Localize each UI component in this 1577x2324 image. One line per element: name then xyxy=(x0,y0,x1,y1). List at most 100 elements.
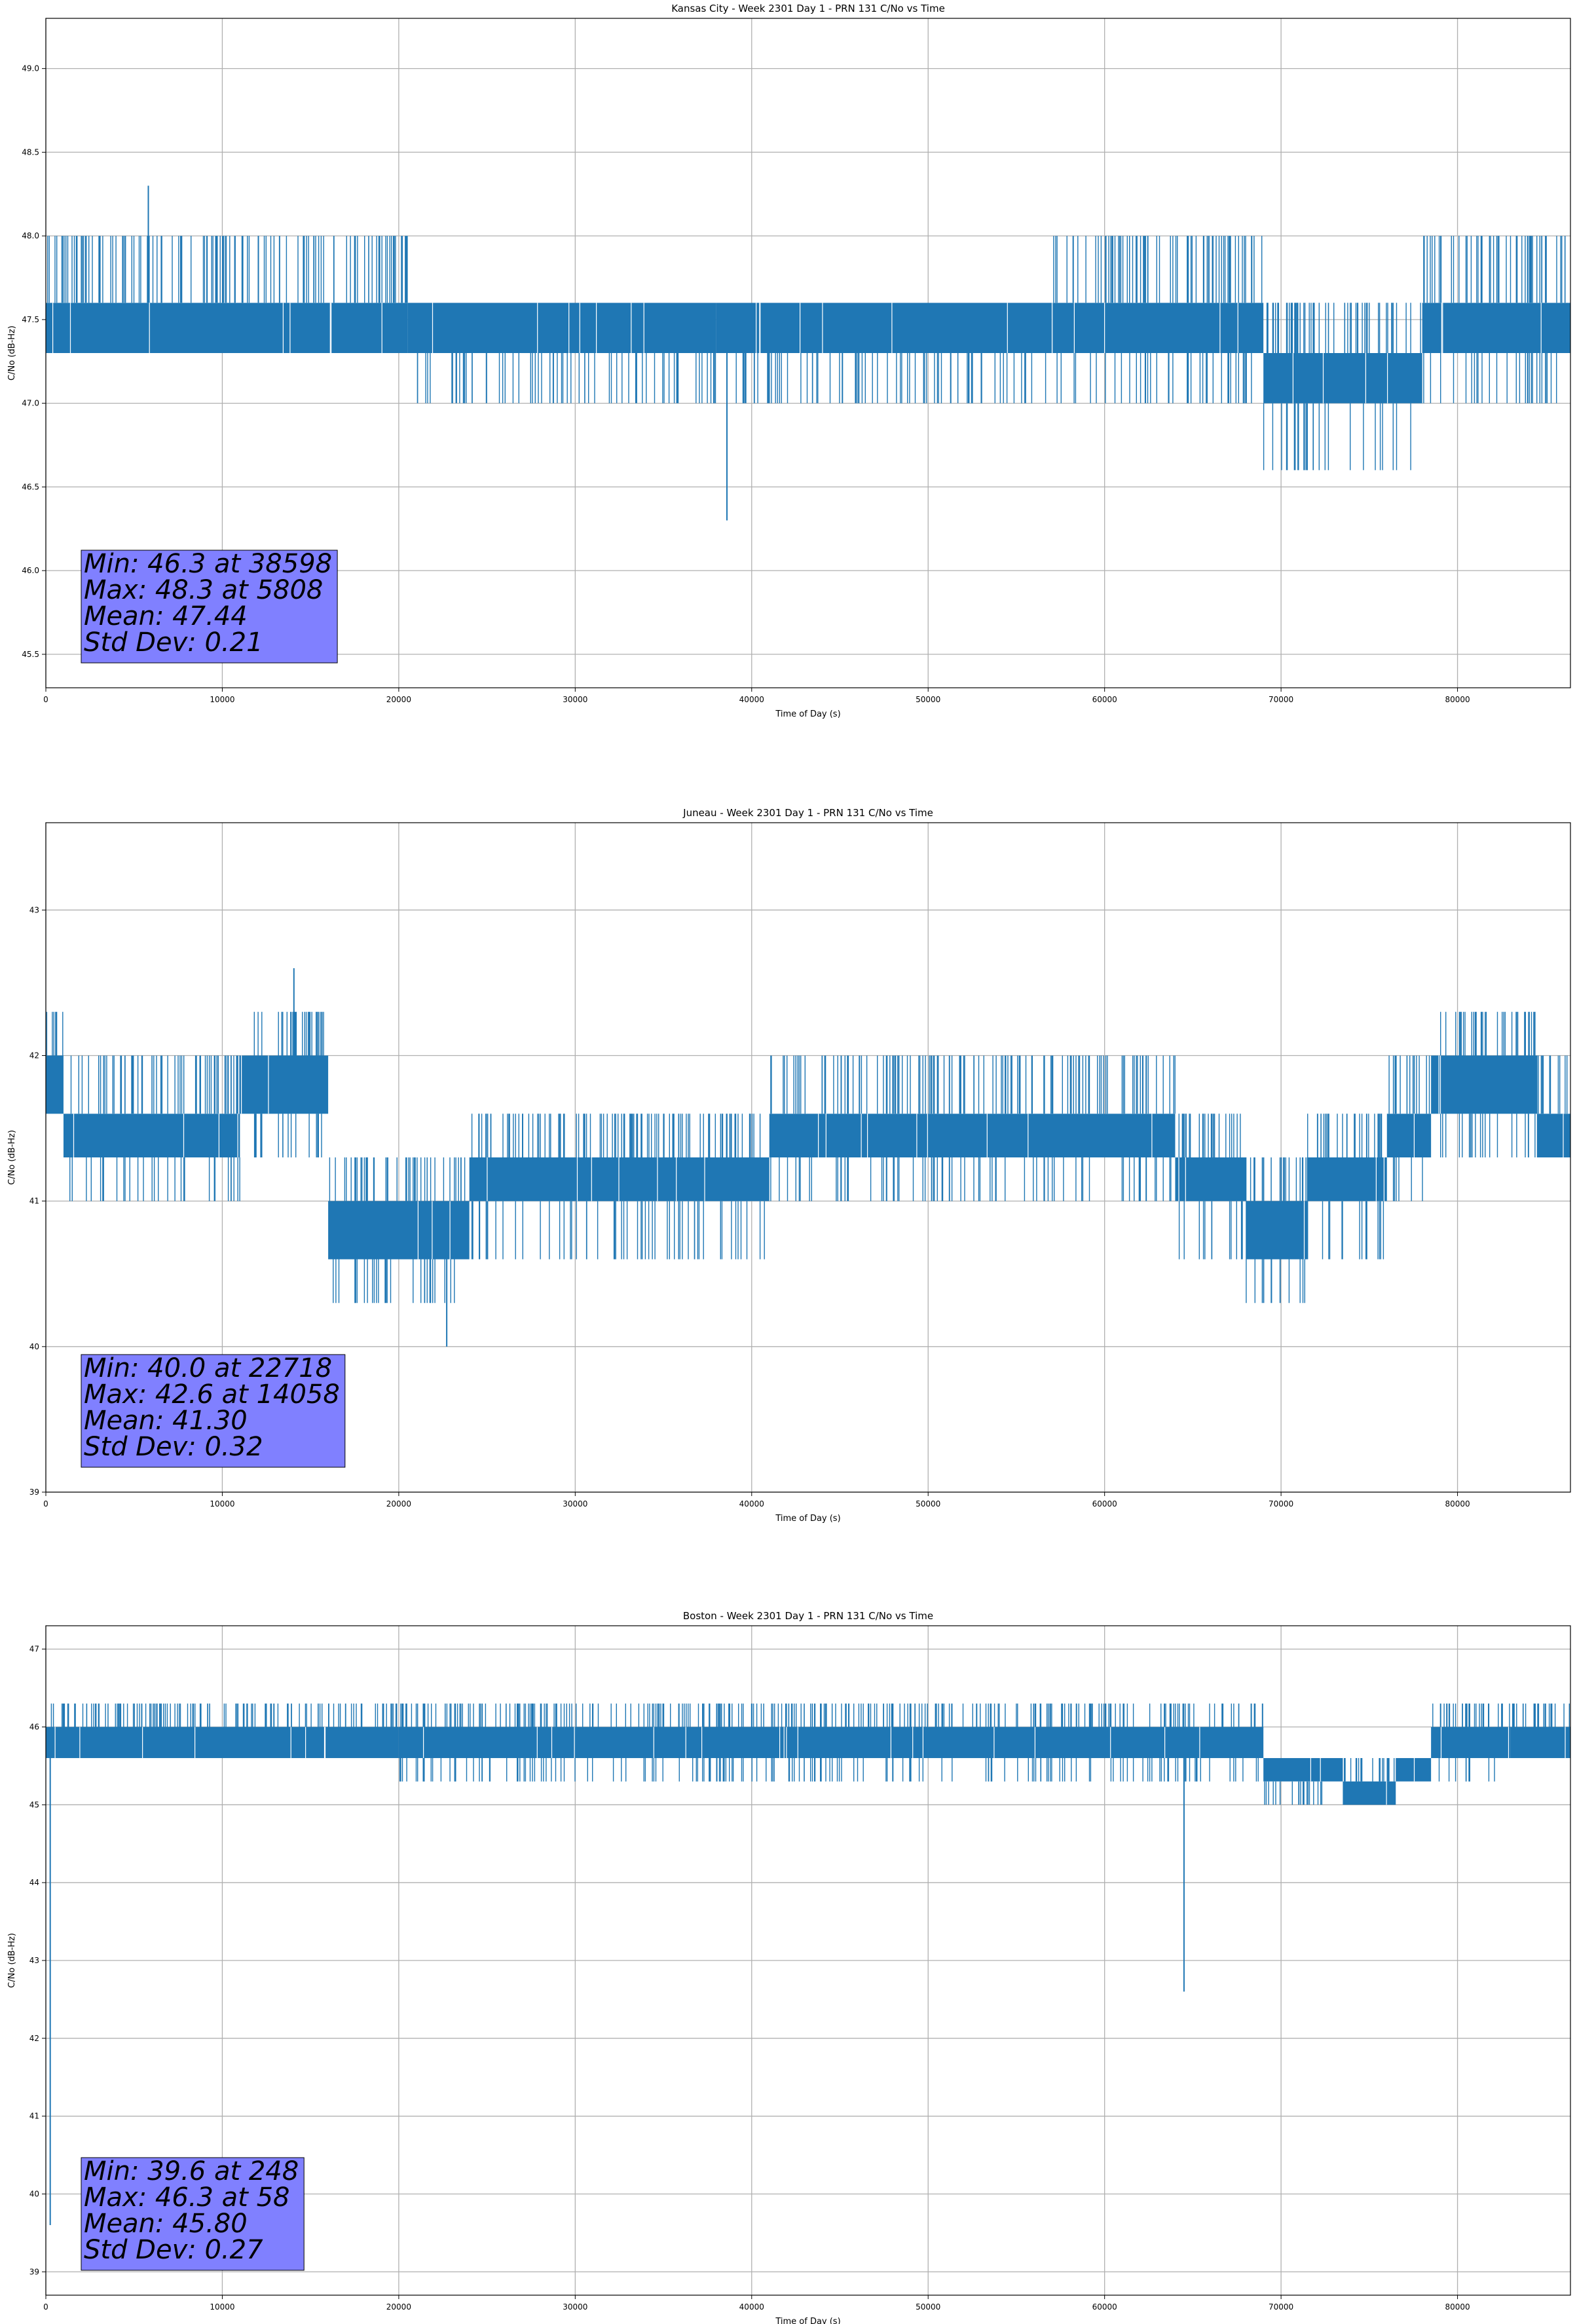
data-excursions xyxy=(69,1055,240,1201)
data-gap xyxy=(241,1055,269,1114)
data-excursions xyxy=(1263,303,1421,470)
data-band xyxy=(1307,1157,1387,1201)
stats-max: Max: 42.6 at 14058 xyxy=(84,1379,340,1410)
data-excursions xyxy=(1423,236,1566,403)
y-tick-label: 45 xyxy=(29,1800,39,1809)
y-tick-label: 43 xyxy=(29,1956,39,1965)
axes-frame xyxy=(45,822,1571,1493)
x-tick-label: 10000 xyxy=(210,2302,234,2312)
x-tick-label: 30000 xyxy=(563,695,587,704)
data-band xyxy=(1422,303,1570,353)
x-tick-label: 50000 xyxy=(916,695,940,704)
stats-min: Min: 39.6 at 248 xyxy=(84,2156,299,2186)
y-tick-label: 47.0 xyxy=(22,399,39,408)
data-band xyxy=(46,1727,205,1759)
data-gap xyxy=(818,1114,1153,1157)
data-band xyxy=(1510,1727,1570,1759)
data-gap xyxy=(1310,1758,1321,1782)
data-excursions xyxy=(399,1703,1153,1782)
x-tick-label: 50000 xyxy=(916,1499,940,1509)
data-band xyxy=(204,1727,399,1759)
chart-title: Boston - Week 2301 Day 1 - PRN 131 C/No … xyxy=(683,1610,933,1622)
data-gap xyxy=(1441,303,1542,353)
y-tick-label: 41 xyxy=(29,2112,39,2121)
data-gap xyxy=(290,1727,326,1758)
data-gap xyxy=(417,1201,451,1260)
y-tick-label: 42 xyxy=(29,1051,39,1060)
stats-box xyxy=(81,2157,305,2271)
data-band xyxy=(716,303,1052,353)
data-gap xyxy=(423,1727,1111,1758)
stats-mean: Mean: 41.30 xyxy=(84,1406,248,1436)
data-excursions xyxy=(1053,236,1263,403)
data-excursions xyxy=(1178,1114,1243,1260)
data-band xyxy=(398,1727,1158,1759)
data-gap xyxy=(487,1157,705,1201)
x-tick-label: 20000 xyxy=(386,1499,411,1509)
y-axis-label: C/No (dB-Hz) xyxy=(7,1130,17,1185)
chart-panel-1: 0 10000 20000 30000 40000 50000 60000 70000 8000… xyxy=(7,3,1571,719)
data-series xyxy=(46,185,1570,521)
data-excursions xyxy=(253,1011,324,1157)
x-tick-label: 50000 xyxy=(916,2302,940,2312)
stats-max: Max: 48.3 at 5808 xyxy=(84,575,323,605)
chart-title: Juneau - Week 2301 Day 1 - PRN 131 C/No … xyxy=(682,807,933,819)
data-gap xyxy=(1164,1727,1200,1758)
data-gap xyxy=(1052,303,1238,353)
y-tick-label: 48.0 xyxy=(22,231,39,240)
stats-std: Std Dev: 0.21 xyxy=(84,628,263,658)
x-tick-label: 60000 xyxy=(1092,1499,1117,1509)
y-tick-label: 47.5 xyxy=(22,315,39,324)
y-axis-label: C/No (dB-Hz) xyxy=(7,326,17,381)
data-band xyxy=(46,1055,64,1114)
data-excursions xyxy=(417,353,716,403)
data-excursions xyxy=(46,1011,64,1056)
chart-panel-2: 0 10000 20000 30000 40000 50000 60000 70000 8000… xyxy=(7,807,1571,1524)
x-axis-label: Time of Day (s) xyxy=(775,709,840,719)
data-band xyxy=(769,1114,1176,1157)
x-tick-label: 0 xyxy=(43,2302,48,2312)
data-band xyxy=(328,1201,470,1260)
data-excursions xyxy=(329,1157,466,1303)
data-band xyxy=(1536,1114,1570,1157)
data-band xyxy=(63,1114,240,1157)
data-excursions xyxy=(1388,1055,1430,1201)
x-tick-label: 10000 xyxy=(210,695,234,704)
data-band xyxy=(407,303,716,353)
x-tick-label: 40000 xyxy=(739,1499,764,1509)
data-band xyxy=(1175,1157,1246,1201)
data-band xyxy=(469,1157,770,1201)
x-axis-label: Time of Day (s) xyxy=(775,2317,840,2324)
x-tick-label: 60000 xyxy=(1092,695,1117,704)
chart-title: Kansas City - Week 2301 Day 1 - PRN 131 … xyxy=(671,3,945,14)
data-excursions xyxy=(207,1703,398,1727)
x-tick-label: 40000 xyxy=(739,2302,764,2312)
x-tick-label: 0 xyxy=(43,1499,48,1509)
stats-min: Min: 46.3 at 38598 xyxy=(84,549,332,579)
stats-mean: Mean: 45.80 xyxy=(84,2209,248,2239)
x-tick-label: 40000 xyxy=(739,695,764,704)
data-band xyxy=(1396,1758,1432,1782)
data-gap xyxy=(1178,1157,1186,1201)
y-tick-label: 40 xyxy=(29,1342,39,1351)
data-gap xyxy=(1440,1727,1510,1758)
x-tick-label: 30000 xyxy=(563,1499,587,1509)
y-tick-label: 40 xyxy=(29,2190,39,2199)
x-tick-label: 10000 xyxy=(210,1499,234,1509)
y-tick-label: 48.5 xyxy=(22,147,39,157)
stats-box xyxy=(81,550,338,664)
data-excursions xyxy=(1440,1011,1536,1157)
data-excursions xyxy=(1512,1703,1570,1727)
data-band xyxy=(1263,1758,1343,1782)
data-gap xyxy=(1375,1157,1384,1201)
data-band xyxy=(1263,353,1422,403)
y-tick-label: 45.5 xyxy=(22,650,39,659)
y-tick-label: 47 xyxy=(29,1645,39,1654)
stats-box xyxy=(81,1354,346,1468)
data-excursions xyxy=(770,1055,1176,1201)
data-excursions xyxy=(1432,1703,1510,1782)
stats-max: Max: 46.3 at 58 xyxy=(84,2183,289,2213)
data-gap xyxy=(1292,353,1388,403)
x-tick-label: 70000 xyxy=(1269,1499,1293,1509)
